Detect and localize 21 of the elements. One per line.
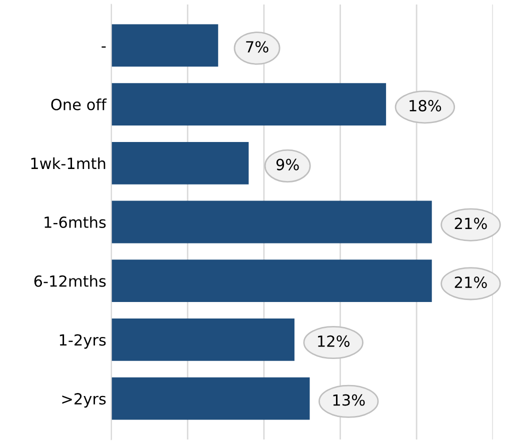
bar bbox=[111, 24, 218, 67]
bar bbox=[111, 142, 249, 184]
data-label: 18% bbox=[410, 100, 442, 112]
y-tick-label: One off bbox=[51, 98, 107, 110]
data-label: 9% bbox=[276, 158, 299, 170]
y-tick-label: - bbox=[102, 46, 106, 48]
data-label: 7% bbox=[246, 41, 268, 53]
data-label: 13% bbox=[333, 394, 365, 406]
y-tick-label: 1-2yrs bbox=[60, 334, 106, 349]
bar bbox=[111, 83, 386, 126]
bar bbox=[111, 318, 294, 361]
y-tick-label: 1-6mths bbox=[44, 216, 106, 228]
y-tick-label: 1wk-1mth bbox=[31, 157, 106, 169]
bar bbox=[111, 200, 432, 244]
y-tick-label: 6-12mths bbox=[34, 275, 106, 287]
data-label: 21% bbox=[454, 276, 487, 288]
bar bbox=[111, 260, 432, 302]
y-tick-label: >2yrs bbox=[62, 393, 106, 408]
data-label: 21% bbox=[454, 218, 487, 230]
bar bbox=[111, 377, 310, 420]
data-label: 12% bbox=[318, 335, 350, 347]
